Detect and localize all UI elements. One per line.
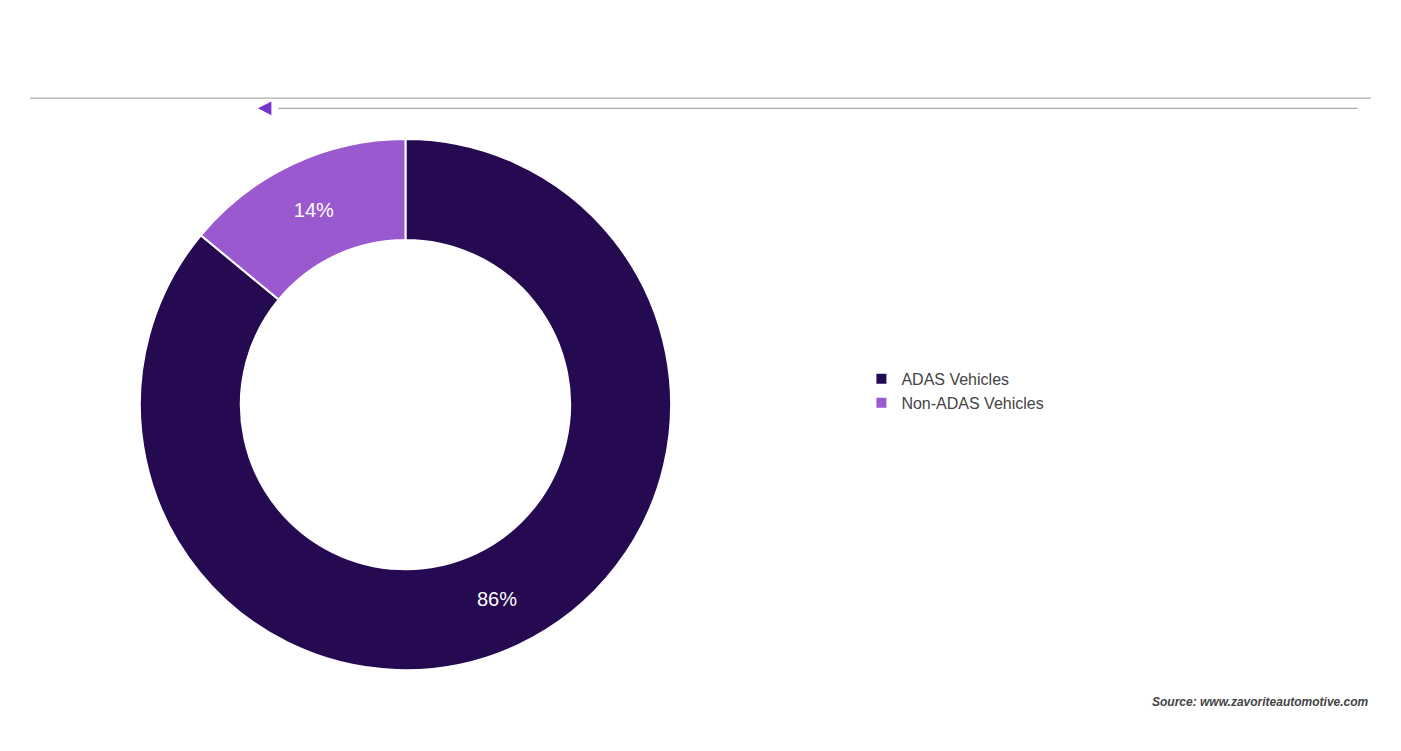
svg-text:Non-ADAS Vehicles: Non-ADAS Vehicles — [901, 395, 1043, 412]
svg-text:86%: 86% — [477, 588, 517, 610]
svg-text:Source: www.zavoriteautomotive: Source: www.zavoriteautomotive.com — [1152, 695, 1369, 709]
svg-text:ADAS Vehicles: ADAS Vehicles — [901, 371, 1009, 388]
svg-text:14%: 14% — [294, 199, 334, 221]
